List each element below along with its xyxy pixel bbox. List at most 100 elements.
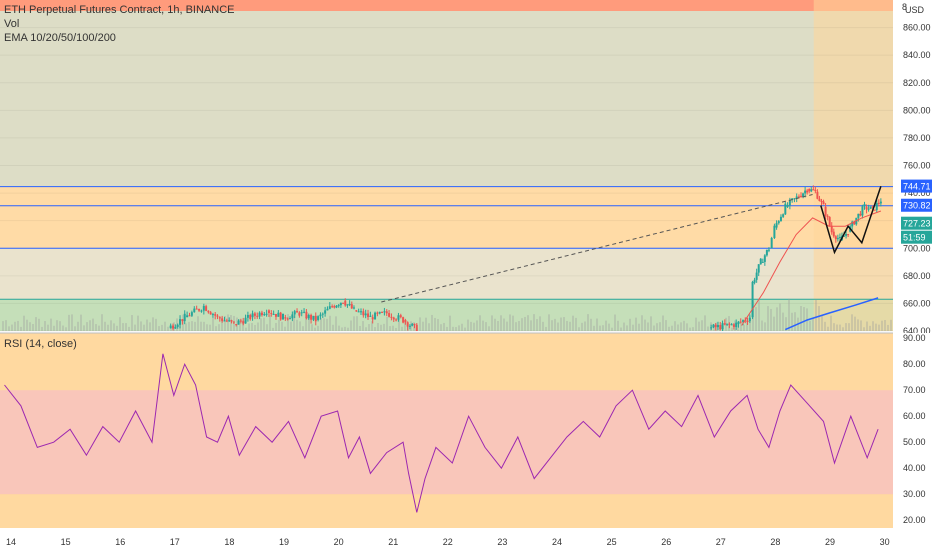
volume-bar [482,320,484,331]
candle-body [188,315,191,317]
price-axis[interactable]: 640.00660.00680.00700.00720.00740.00760.… [893,0,932,336]
time-tick-label: 19 [279,537,289,547]
volume-bar [629,318,631,331]
volume-bar [398,319,400,331]
volume-bar [215,326,217,331]
candle-body [845,234,848,236]
candle-body [169,325,172,329]
candle-body [843,235,846,237]
candle-body [211,314,214,316]
volume-bar [17,320,19,331]
candle-body [385,311,388,314]
volume-bar [530,320,532,331]
candle-body [307,314,310,319]
ema-legend[interactable]: EMA 10/20/50/100/200 [4,32,116,44]
currency-label[interactable]: USD [905,5,925,15]
time-axis[interactable]: 14 15 16 17 18 19 20 21 22 23 24 25 26 27 28 29 30 [0,528,932,550]
candle-body [337,305,340,307]
price-tick-label: 840.00 [903,50,931,60]
volume-bar [308,315,310,331]
candle-body [200,310,203,312]
symbol-title[interactable]: ETH Perpetual Futures Contract, 1h, BINA… [4,4,234,16]
time-tick-label: 16 [115,537,125,547]
candle-body [871,206,874,208]
candle-body [221,318,224,321]
candle-body [344,300,347,306]
volume-bar [854,316,856,331]
volume-bar [689,327,691,331]
price-tick-label: 760.00 [903,161,931,171]
rsi-axis[interactable]: 20.00 30.00 40.00 50.00 60.00 70.00 80.00 90.00 [893,333,932,528]
volume-bar [635,317,637,331]
candle-body [348,304,351,306]
candle-body [726,323,729,325]
volume-bar [266,324,268,331]
volume-bar [80,314,82,331]
volume-bar [74,326,76,331]
volume-bar [521,318,523,331]
volume-bar [320,318,322,331]
volume-bar [803,307,805,331]
horizontal-levels[interactable] [0,186,893,300]
candle-body [346,304,349,306]
candle-body [364,313,367,316]
candle-body [362,311,365,316]
volume-bar [14,321,16,331]
candle-body [397,315,400,320]
candle-body [746,320,749,322]
candle-body [739,321,742,323]
volume-legend[interactable]: Vol [4,18,19,30]
volume-bar [239,319,241,331]
candle-body [415,324,418,331]
candle-body [374,312,377,320]
volume-bar [116,325,118,331]
candle-body [303,311,306,313]
candle-body [279,312,282,320]
candle-body [244,317,247,324]
price-tick-label: 660.00 [903,298,931,308]
candle-body [176,324,179,327]
candle-body [328,306,331,309]
volume-bar [59,321,61,331]
volume-bar [275,322,277,331]
volume-bar [662,315,664,331]
volume-bar [404,322,406,331]
volume-bar [98,325,100,331]
volume-bar [809,320,811,331]
candle-body [714,324,717,328]
volume-bar [452,326,454,331]
candle-body [202,305,205,311]
volume-bar [743,324,745,331]
candle-body [284,317,287,319]
candle-body [847,234,850,236]
candle-body [350,304,353,309]
volume-bar [242,320,244,331]
candle-body [195,308,198,310]
time-tick-label: 30 [880,537,890,547]
volume-bar [620,327,622,331]
volume-bar [476,320,478,331]
volume-bar [665,320,667,331]
volume-bar [260,318,262,331]
volume-bar [362,321,364,331]
time-tick-label: 29 [825,537,835,547]
badge-countdown-text: 51:59 [903,233,926,243]
volume-bar [257,322,259,331]
candle-body [300,312,303,314]
candle-body [814,190,817,192]
volume-bar [449,315,451,331]
volume-bar [131,315,133,331]
volume-bar [695,317,697,331]
rsi-legend[interactable]: RSI (14, close) [4,338,77,350]
candle-body [378,311,381,314]
rsi-pane[interactable] [0,332,893,528]
volume-bar [539,316,541,331]
candle-body [861,206,864,216]
volume-bar [221,317,223,331]
volume-bar [731,327,733,331]
candle-body [355,310,358,312]
candle-body [800,195,803,197]
price-tick-label: 780.00 [903,133,931,143]
badge-level2 [901,198,932,212]
